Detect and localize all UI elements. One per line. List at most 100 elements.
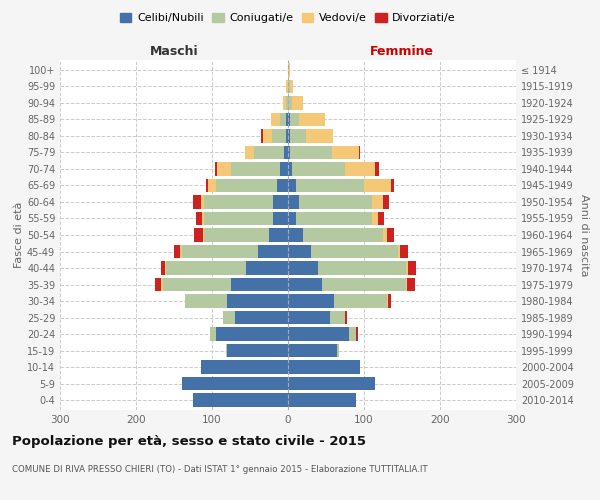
Bar [182, 244, 257, 258]
Y-axis label: Fasce di età: Fasce di età [14, 202, 24, 268]
Bar [330, 311, 345, 324]
Bar [388, 294, 391, 308]
Bar [387, 228, 394, 242]
Bar [408, 261, 416, 275]
Bar [290, 112, 299, 126]
Bar [288, 80, 290, 93]
Bar [383, 228, 387, 242]
Bar [205, 212, 273, 226]
Bar [180, 244, 182, 258]
Bar [371, 195, 383, 209]
Bar [290, 80, 293, 93]
Bar [271, 112, 280, 126]
Bar [257, 244, 288, 258]
Bar [185, 294, 227, 308]
Bar [299, 195, 371, 209]
Text: Femmine: Femmine [370, 44, 434, 58]
Bar [288, 328, 349, 341]
Bar [208, 178, 216, 192]
Bar [283, 96, 286, 110]
Text: Popolazione per età, sesso e stato civile - 2015: Popolazione per età, sesso e stato civil… [12, 435, 366, 448]
Bar [216, 328, 288, 341]
Bar [202, 212, 205, 226]
Bar [288, 146, 290, 159]
Bar [272, 129, 286, 142]
Bar [383, 195, 389, 209]
Bar [306, 129, 333, 142]
Bar [161, 278, 163, 291]
Bar [288, 278, 322, 291]
Bar [288, 394, 356, 407]
Bar [288, 195, 299, 209]
Bar [165, 261, 166, 275]
Text: Maschi: Maschi [149, 44, 199, 58]
Bar [205, 195, 273, 209]
Bar [288, 311, 330, 324]
Bar [288, 63, 290, 76]
Bar [200, 360, 288, 374]
Bar [288, 212, 296, 226]
Bar [280, 112, 286, 126]
Bar [359, 146, 360, 159]
Bar [288, 228, 303, 242]
Bar [332, 146, 359, 159]
Bar [387, 294, 388, 308]
Bar [290, 129, 306, 142]
Bar [273, 195, 288, 209]
Bar [288, 261, 319, 275]
Bar [286, 96, 288, 110]
Bar [263, 129, 272, 142]
Bar [292, 96, 303, 110]
Bar [193, 195, 200, 209]
Legend: Celibi/Nubili, Coniugati/e, Vedovi/e, Divorziati/e: Celibi/Nubili, Coniugati/e, Vedovi/e, Di… [116, 8, 460, 28]
Bar [226, 344, 227, 358]
Bar [407, 278, 415, 291]
Bar [273, 212, 288, 226]
Bar [391, 178, 394, 192]
Bar [290, 146, 332, 159]
Bar [231, 162, 280, 175]
Bar [205, 228, 269, 242]
Bar [227, 344, 288, 358]
Bar [215, 162, 217, 175]
Y-axis label: Anni di nascita: Anni di nascita [579, 194, 589, 276]
Bar [398, 244, 400, 258]
Bar [203, 228, 205, 242]
Bar [286, 129, 288, 142]
Bar [406, 261, 408, 275]
Bar [284, 146, 288, 159]
Bar [356, 328, 358, 341]
Bar [288, 294, 334, 308]
Bar [210, 328, 216, 341]
Bar [296, 178, 364, 192]
Bar [286, 112, 288, 126]
Bar [288, 244, 311, 258]
Bar [161, 261, 165, 275]
Bar [345, 162, 376, 175]
Bar [322, 278, 406, 291]
Bar [235, 311, 288, 324]
Bar [371, 212, 377, 226]
Bar [200, 195, 205, 209]
Bar [155, 278, 161, 291]
Bar [296, 212, 371, 226]
Bar [377, 212, 384, 226]
Bar [292, 162, 345, 175]
Bar [364, 178, 391, 192]
Bar [311, 244, 398, 258]
Bar [288, 360, 360, 374]
Bar [288, 377, 376, 390]
Bar [193, 394, 288, 407]
Bar [196, 212, 202, 226]
Bar [246, 261, 288, 275]
Bar [262, 129, 263, 142]
Bar [376, 162, 379, 175]
Bar [223, 311, 235, 324]
Bar [303, 228, 383, 242]
Bar [174, 244, 180, 258]
Bar [345, 311, 347, 324]
Bar [166, 261, 246, 275]
Bar [277, 178, 288, 192]
Bar [288, 129, 290, 142]
Bar [231, 278, 288, 291]
